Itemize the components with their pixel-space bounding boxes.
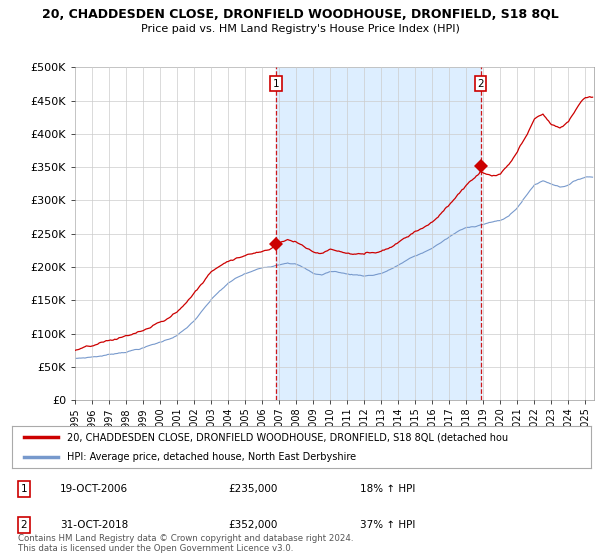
Text: 37% ↑ HPI: 37% ↑ HPI xyxy=(360,520,415,530)
Text: 20, CHADDESDEN CLOSE, DRONFIELD WOODHOUSE, DRONFIELD, S18 8QL: 20, CHADDESDEN CLOSE, DRONFIELD WOODHOUS… xyxy=(41,8,559,21)
Text: 31-OCT-2018: 31-OCT-2018 xyxy=(60,520,128,530)
Text: 1: 1 xyxy=(272,79,279,89)
Text: £235,000: £235,000 xyxy=(228,484,277,493)
Text: 1: 1 xyxy=(20,484,28,493)
Text: 19-OCT-2006: 19-OCT-2006 xyxy=(60,484,128,493)
Text: Price paid vs. HM Land Registry's House Price Index (HPI): Price paid vs. HM Land Registry's House … xyxy=(140,24,460,34)
Text: 18% ↑ HPI: 18% ↑ HPI xyxy=(360,484,415,493)
Bar xyxy=(276,67,481,400)
Text: £352,000: £352,000 xyxy=(228,520,277,530)
Text: 20, CHADDESDEN CLOSE, DRONFIELD WOODHOUSE, DRONFIELD, S18 8QL (detached hou: 20, CHADDESDEN CLOSE, DRONFIELD WOODHOUS… xyxy=(67,432,508,442)
Text: Contains HM Land Registry data © Crown copyright and database right 2024.
This d: Contains HM Land Registry data © Crown c… xyxy=(18,534,353,553)
Text: 2: 2 xyxy=(477,79,484,89)
Text: 2: 2 xyxy=(20,520,28,530)
Text: HPI: Average price, detached house, North East Derbyshire: HPI: Average price, detached house, Nort… xyxy=(67,452,356,462)
